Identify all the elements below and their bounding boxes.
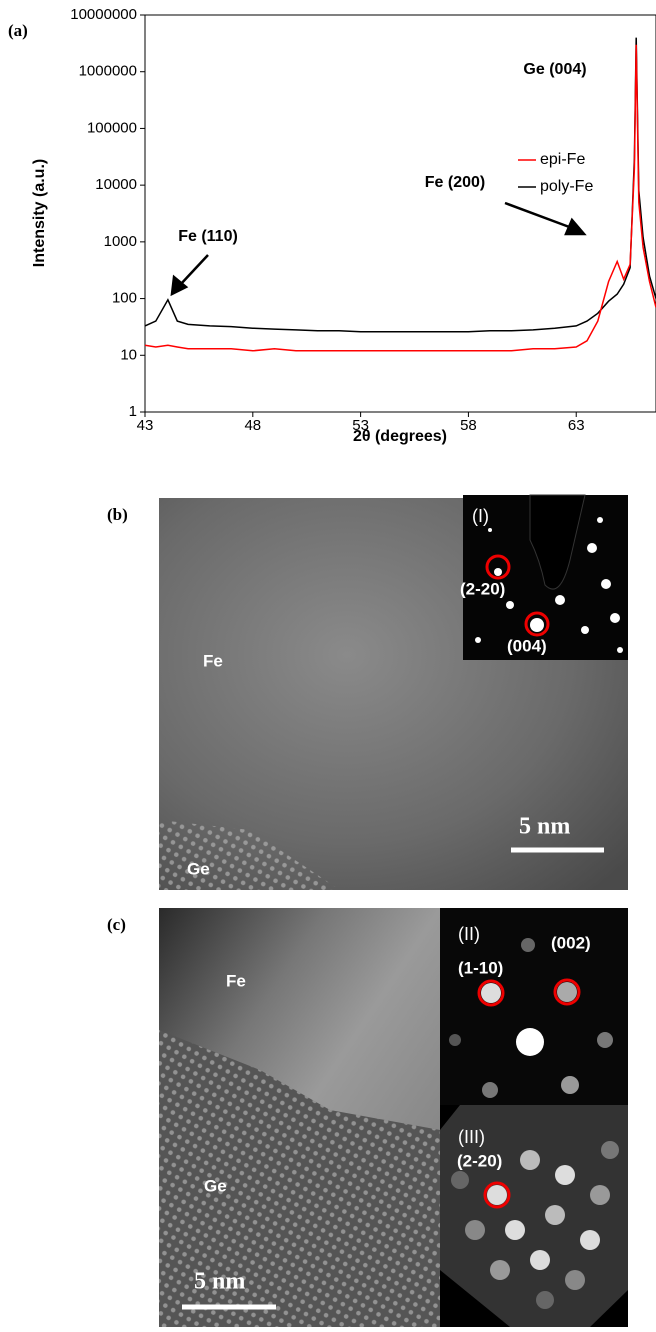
y-tick-label: 10000000 <box>70 6 137 23</box>
y-tick-label: 100 <box>112 290 137 307</box>
image-label: Fe <box>203 651 223 670</box>
y-tick-label: 10 <box>120 346 137 363</box>
inset-label: (II) <box>458 924 480 944</box>
spot-label: (004) <box>507 636 547 655</box>
image-label: Fe <box>226 971 246 990</box>
scale-label: 5 nm <box>519 814 570 840</box>
image-label: Ge <box>187 859 210 878</box>
series-line <box>145 45 656 351</box>
x-tick-label: 53 <box>352 417 369 434</box>
x-tick-label: 58 <box>460 417 477 434</box>
y-axis-label: Intensity (a.u.) <box>31 159 48 267</box>
figure: (b) Fe Ge 5 nm (I) (2-20) (004) (c) Fe G… <box>0 0 656 1327</box>
panel-label: (a) <box>8 21 28 40</box>
image-label: Ge <box>204 1176 227 1195</box>
spot-label: (2-20) <box>457 1151 502 1170</box>
annotation: Fe (110) <box>178 228 238 245</box>
panel-label: (b) <box>107 505 128 524</box>
inset-label: (III) <box>458 1127 485 1147</box>
legend-label: poly-Fe <box>540 178 593 195</box>
y-tick-label: 100000 <box>87 119 137 136</box>
spot-label: (1-10) <box>458 958 503 977</box>
spot-label: (002) <box>551 933 591 952</box>
x-tick-label: 48 <box>244 417 261 434</box>
x-tick-label: 43 <box>137 417 154 434</box>
annotation: Fe (200) <box>425 174 485 191</box>
legend-label: epi-Fe <box>540 151 585 168</box>
y-tick-label: 1000 <box>104 233 137 250</box>
arrows <box>172 203 584 294</box>
panel-label: (c) <box>107 915 126 934</box>
annotation: Ge (004) <box>523 61 586 78</box>
x-tick-label: 63 <box>568 417 585 434</box>
scale-label: 5 nm <box>194 1269 245 1295</box>
inset-label: (I) <box>472 506 489 526</box>
y-tick-label: 10000 <box>95 176 137 193</box>
y-tick-label: 1000000 <box>79 63 137 80</box>
spot-label: (2-20) <box>460 579 505 598</box>
